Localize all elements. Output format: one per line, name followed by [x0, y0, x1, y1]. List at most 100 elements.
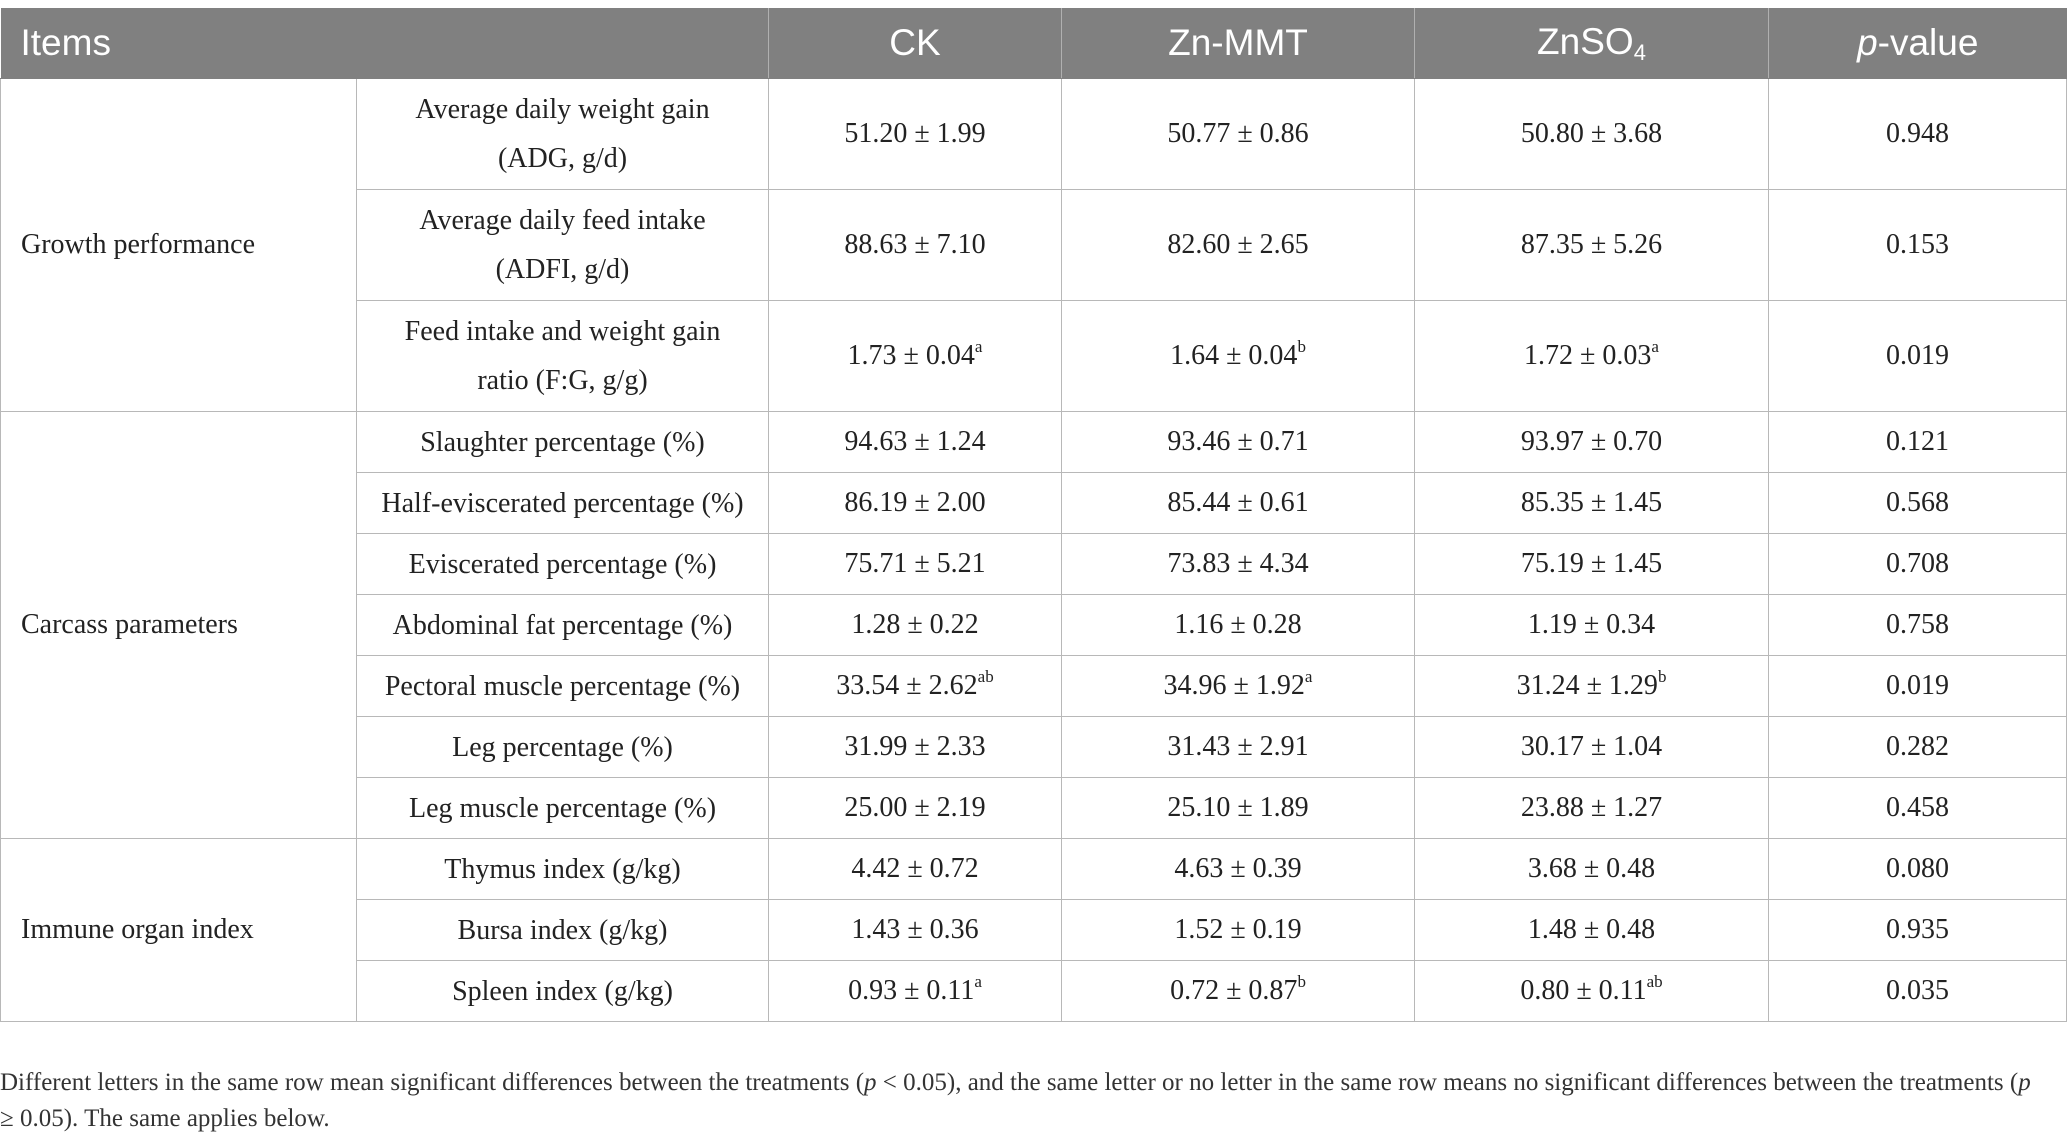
- significance-letter: b: [1297, 972, 1306, 991]
- table-row: Leg muscle percentage (%) 25.00 ± 2.19 25.…: [1, 777, 2067, 839]
- item-label-line2: (ADFI, g/d): [495, 254, 630, 285]
- group-label: Carcass parameters: [0, 411, 357, 839]
- znso4-value-cell: 0.80 ± 0.11ab: [1414, 960, 1769, 1022]
- item-cell: Pectoral muscle percentage (%): [356, 655, 769, 717]
- znso4-value-cell: 30.17 ± 1.04: [1414, 716, 1769, 778]
- znmmt-value-cell: 85.44 ± 0.61: [1061, 472, 1415, 534]
- znso4-value-cell: 85.35 ± 1.45: [1414, 472, 1769, 534]
- table-row: Growth performance Average daily weight g…: [0, 78, 2067, 412]
- ck-value-cell: 0.93 ± 0.11a: [768, 960, 1062, 1022]
- znmmt-value-cell: 1.16 ± 0.28: [1061, 594, 1415, 656]
- znmmt-value-cell: 1.52 ± 0.19: [1061, 899, 1415, 961]
- ck-value: 51.20 ± 1.99: [844, 118, 986, 149]
- table-footnote: Different letters in the same row mean s…: [0, 1065, 2050, 1137]
- header-p-value: p-value: [1768, 8, 2067, 79]
- header-znmmt: Zn-MMT: [1061, 8, 1415, 79]
- znso4-value-cell: 31.24 ± 1.29b: [1414, 655, 1769, 717]
- znso4-value: 87.35 ± 5.26: [1520, 229, 1663, 260]
- header-znso4-subscript: 4: [1633, 39, 1646, 65]
- p-value-cell: 0.948: [1768, 78, 2067, 190]
- table-row: Immune organ index Thymus index (g/kg) 4.4…: [0, 838, 2067, 1022]
- znso4-value: 0.80 ± 0.11: [1520, 975, 1647, 1006]
- footnote-text-1: Different letters in the same row mean s…: [0, 1069, 865, 1096]
- znso4-value-cell: 87.35 ± 5.26: [1414, 189, 1769, 301]
- ck-value-cell: 31.99 ± 2.33: [768, 716, 1062, 778]
- znso4-value-cell: 75.19 ± 1.45: [1414, 533, 1769, 595]
- znmmt-value: 82.60 ± 2.65: [1167, 229, 1309, 260]
- p-value-cell: 0.935: [1768, 899, 2067, 961]
- item-cell: Leg percentage (%): [356, 716, 769, 778]
- item-label: Average daily feed intake: [419, 205, 706, 236]
- item-label: Leg percentage (%): [452, 731, 673, 763]
- item-label: Abdominal fat percentage (%): [392, 609, 733, 641]
- table-row: Average daily feed intake (ADFI, g/d) 88.6…: [1, 189, 2067, 301]
- znmmt-value-cell: 0.72 ± 0.87b: [1061, 960, 1415, 1022]
- znso4-value: 1.48 ± 0.48: [1527, 914, 1656, 945]
- ck-value: 25.00 ± 2.19: [844, 792, 986, 823]
- header-znmmt-label: Zn-MMT: [1168, 22, 1308, 63]
- table-row: Spleen index (g/kg) 0.93 ± 0.11a 0.72 ± 0.…: [1, 960, 2067, 1022]
- table-row: Bursa index (g/kg) 1.43 ± 0.36 1.52 ± 0.19…: [1, 899, 2067, 961]
- p-value-cell: 0.153: [1768, 189, 2067, 301]
- p-value: 0.758: [1886, 609, 1949, 640]
- znso4-value: 31.24 ± 1.29: [1516, 670, 1658, 701]
- item-cell: Average daily feed intake (ADFI, g/d): [356, 189, 769, 301]
- table-row: Eviscerated percentage (%) 75.71 ± 5.21 73…: [1, 533, 2067, 595]
- ck-value-cell: 1.43 ± 0.36: [768, 899, 1062, 961]
- results-table: Items CK Zn-MMT ZnSO4 p-value Growth per…: [0, 8, 2067, 1022]
- p-value: 0.035: [1886, 975, 1949, 1006]
- znmmt-value: 4.63 ± 0.39: [1174, 853, 1302, 884]
- header-ck-label: CK: [889, 22, 941, 63]
- znso4-value-cell: 3.68 ± 0.48: [1414, 838, 1769, 900]
- znso4-value: 50.80 ± 3.68: [1520, 118, 1663, 149]
- table-row: Feed intake and weight gain ratio (F:G, g…: [1, 300, 2067, 412]
- znso4-value-cell: 50.80 ± 3.68: [1414, 78, 1769, 190]
- znso4-value-cell: 1.19 ± 0.34: [1414, 594, 1769, 656]
- ck-value: 94.63 ± 1.24: [844, 426, 986, 457]
- ck-value-cell: 33.54 ± 2.62ab: [768, 655, 1062, 717]
- znso4-value-cell: 93.97 ± 0.70: [1414, 411, 1769, 473]
- significance-letter: ab: [1646, 972, 1663, 991]
- significance-letter: b: [1297, 337, 1306, 356]
- znmmt-value-cell: 82.60 ± 2.65: [1061, 189, 1415, 301]
- p-value-cell: 0.019: [1768, 655, 2067, 717]
- p-value: 0.080: [1886, 853, 1949, 884]
- ck-value: 0.93 ± 0.11: [848, 975, 975, 1006]
- table-row: Half-eviscerated percentage (%) 86.19 ± 2…: [1, 472, 2067, 534]
- ck-value-cell: 51.20 ± 1.99: [768, 78, 1062, 190]
- header-p-suffix: -value: [1877, 22, 1979, 63]
- item-cell: Abdominal fat percentage (%): [356, 594, 769, 656]
- item-cell: Thymus index (g/kg): [356, 838, 769, 900]
- item-label: Eviscerated percentage (%): [408, 548, 717, 580]
- znmmt-value-cell: 31.43 ± 2.91: [1061, 716, 1415, 778]
- ck-value: 1.73 ± 0.04: [847, 340, 975, 371]
- item-cell: Half-eviscerated percentage (%): [356, 472, 769, 534]
- p-value: 0.568: [1886, 487, 1949, 518]
- p-value: 0.121: [1886, 426, 1949, 457]
- significance-letter: a: [974, 972, 982, 991]
- item-label-line2: ratio (F:G, g/g): [477, 365, 648, 396]
- ck-value: 88.63 ± 7.10: [844, 229, 986, 260]
- znmmt-value: 31.43 ± 2.91: [1167, 731, 1309, 762]
- item-cell: Bursa index (g/kg): [356, 899, 769, 961]
- ck-value-cell: 25.00 ± 2.19: [768, 777, 1062, 839]
- header-items: Items: [0, 8, 769, 79]
- znso4-value: 75.19 ± 1.45: [1520, 548, 1663, 579]
- item-label: Pectoral muscle percentage (%): [384, 670, 741, 702]
- znmmt-value-cell: 93.46 ± 0.71: [1061, 411, 1415, 473]
- znmmt-value: 93.46 ± 0.71: [1167, 426, 1309, 457]
- p-value-cell: 0.035: [1768, 960, 2067, 1022]
- ck-value: 75.71 ± 5.21: [844, 548, 986, 579]
- znmmt-value-cell: 73.83 ± 4.34: [1061, 533, 1415, 595]
- znmmt-value-cell: 4.63 ± 0.39: [1061, 838, 1415, 900]
- item-cell: Feed intake and weight gain ratio (F:G, g…: [356, 300, 769, 412]
- ck-value-cell: 88.63 ± 7.10: [768, 189, 1062, 301]
- item-label: Average daily weight gain: [415, 94, 710, 125]
- significance-letter: ab: [977, 667, 994, 686]
- p-value: 0.458: [1886, 792, 1949, 823]
- table-body: Growth performance Average daily weight g…: [0, 78, 2067, 1022]
- znso4-value: 93.97 ± 0.70: [1520, 426, 1663, 457]
- p-value: 0.935: [1886, 914, 1949, 945]
- significance-letter: a: [974, 337, 983, 356]
- p-value-cell: 0.019: [1768, 300, 2067, 412]
